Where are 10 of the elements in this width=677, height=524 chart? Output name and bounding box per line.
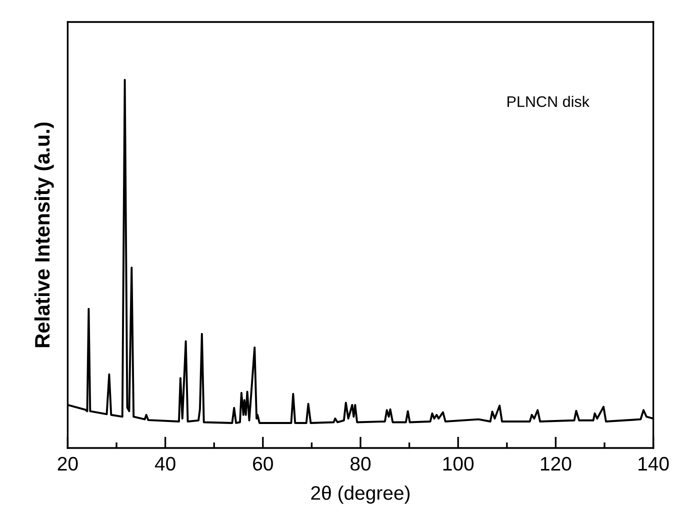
x-tick-label: 40 [154, 456, 176, 471]
x-axis-title: 2θ (degree) [311, 486, 410, 504]
x-tick-label: 80 [350, 456, 371, 471]
x-tick-label: 60 [253, 456, 273, 471]
x-tick-label: 120 [540, 456, 572, 471]
y-axis-title: Relative Intensity (a.u.) [34, 122, 54, 348]
annotation: PLNCN disk [508, 96, 590, 108]
x-tick-label: 100 [443, 456, 474, 471]
x-tick-label: 140 [638, 456, 669, 471]
x-tick-label: 20 [58, 456, 78, 471]
